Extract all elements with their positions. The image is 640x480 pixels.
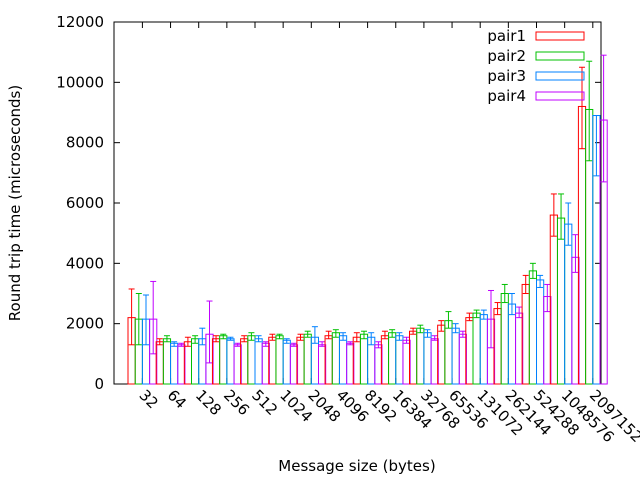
x-tick-label: 32 [136,386,162,412]
bar-pair2 [303,333,312,385]
bar-pair3 [254,338,263,385]
bar-pair3 [226,338,235,385]
x-tick-label: 128 [192,386,225,419]
x-tick-label: 512 [248,386,281,419]
bar-pair3 [536,279,545,385]
bar-pair2 [219,335,228,385]
legend: pair1 pair2 pair3 pair4 [487,27,585,105]
bar-pair3 [395,335,404,385]
plot-frame [113,21,602,385]
bar-pair2 [416,327,425,385]
y-tick-label: 12000 [56,13,104,31]
y-tick-label: 0 [94,375,104,393]
legend-label-pair3: pair3 [487,67,526,85]
bar-pair3 [282,339,291,385]
y-tick-label: 6000 [66,194,104,212]
y-axis-title: Round trip time (microseconds) [6,85,24,321]
legend-swatch-pair2 [535,51,585,61]
x-tick-label: 256 [220,386,253,419]
bar-pair2 [191,338,200,385]
legend-label-pair1: pair1 [487,27,526,45]
bar-pair3 [170,342,179,385]
legend-label-pair4: pair4 [487,87,526,105]
bar-pair3 [479,314,488,385]
bar-pair3 [310,336,320,385]
y-tick-label: 10000 [56,73,104,91]
bar-pair2 [556,217,566,385]
bar-pair2 [528,270,538,385]
bar-pair2 [247,335,256,385]
bar-pair2 [331,332,340,385]
bar-pair3 [423,332,432,385]
bar-pair3 [507,303,517,385]
bar-pair3 [451,327,460,385]
legend-label-pair2: pair2 [487,47,526,65]
bar-pair2 [359,333,369,385]
bar-pair2 [388,332,397,385]
bar-pair3 [198,338,207,385]
y-tick-label: 2000 [66,315,104,333]
bar-pair2 [275,335,284,385]
legend-swatch-pair1 [535,31,585,41]
x-axis-title: Message size (bytes) [278,457,435,475]
legend-swatch-pair4 [535,91,585,101]
bar-series-group [127,54,608,385]
legend-swatch-pair3 [535,71,585,81]
y-axis: 0 2000 4000 6000 8000 10000 12000 [56,13,601,393]
y-tick-label: 4000 [66,254,104,272]
x-tick-label: 64 [164,386,190,412]
bar-pair3 [338,335,348,385]
bar-pair2 [472,312,481,385]
bar-pair3 [564,223,573,385]
bar-pair2 [162,338,172,385]
bar-pair2 [444,320,453,385]
y-tick-label: 8000 [66,134,104,152]
bar-pair2 [500,293,509,385]
